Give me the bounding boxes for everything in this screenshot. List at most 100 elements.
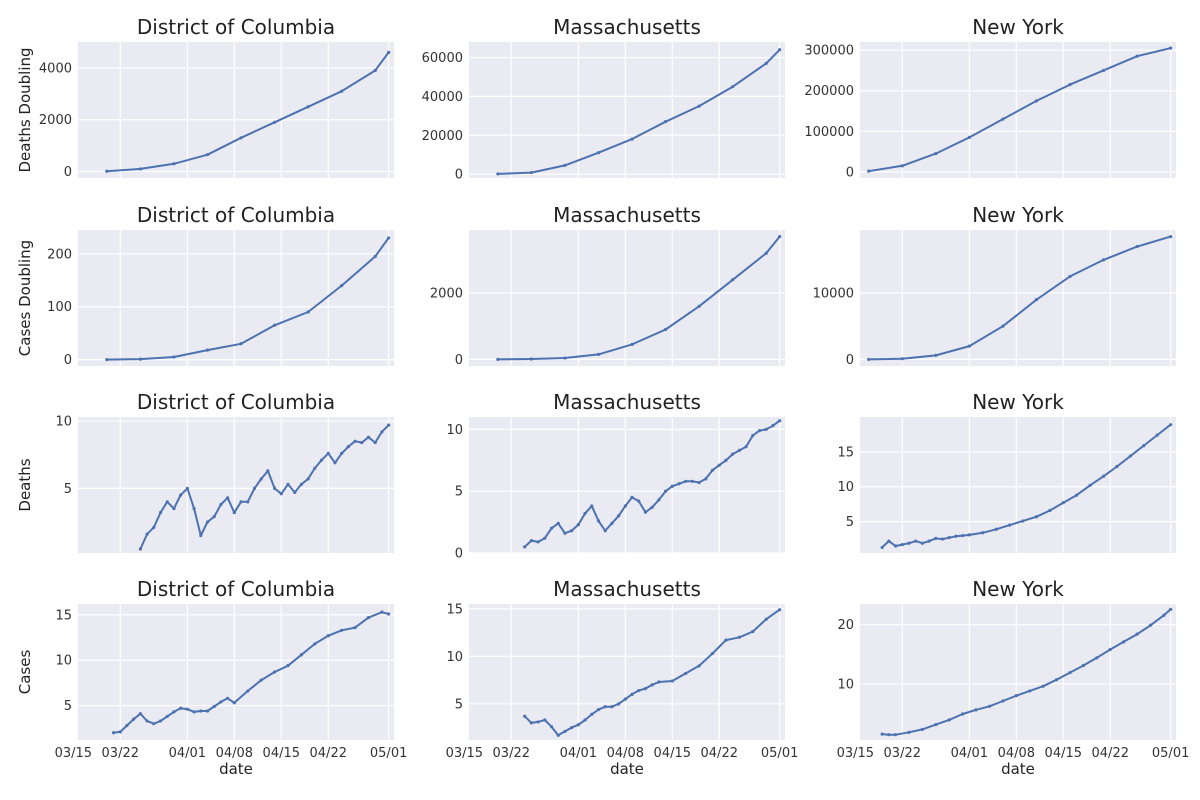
data-point <box>987 704 992 708</box>
data-point <box>272 670 277 674</box>
data-point <box>105 358 109 362</box>
x-tick-label: 04/15 <box>1045 746 1082 761</box>
data-point <box>192 710 196 714</box>
data-point <box>1081 663 1086 668</box>
plot-area <box>78 417 394 553</box>
x-axis-label: date <box>1001 760 1035 778</box>
data-point <box>313 466 317 470</box>
y-tick-label: 0 <box>846 165 854 180</box>
data-point <box>920 541 924 545</box>
data-point <box>697 304 701 308</box>
data-point <box>1034 99 1039 103</box>
data-point <box>1101 68 1106 73</box>
data-point <box>272 120 277 124</box>
data-point <box>232 701 236 705</box>
data-point <box>731 452 735 456</box>
y-tick-label: 0 <box>64 165 72 180</box>
subplot-title: District of Columbia <box>137 577 335 601</box>
data-point <box>650 683 654 687</box>
y-tick-label: 5 <box>455 485 463 500</box>
data-point <box>387 612 391 616</box>
y-tick-label: 5 <box>846 515 854 530</box>
data-point <box>152 722 156 726</box>
data-point <box>1068 670 1072 675</box>
data-point <box>880 545 884 550</box>
data-point <box>380 430 384 434</box>
data-point <box>205 153 210 157</box>
data-point <box>563 729 567 734</box>
data-point <box>650 505 654 509</box>
data-point <box>764 251 768 255</box>
data-point <box>138 357 142 361</box>
data-point <box>596 707 601 712</box>
data-point <box>737 635 741 639</box>
data-point <box>900 164 904 168</box>
data-point <box>387 423 391 427</box>
data-point <box>961 712 965 716</box>
data-point <box>717 463 721 467</box>
data-point <box>737 448 741 452</box>
series-line <box>106 237 390 361</box>
subplot-title: District of Columbia <box>137 15 335 39</box>
x-axis-label: date <box>219 760 253 778</box>
subplot-title: Massachusetts <box>553 577 701 601</box>
y-tick-label: 0 <box>64 353 72 368</box>
data-point <box>623 697 627 701</box>
data-point <box>617 514 621 518</box>
data-point <box>226 696 230 700</box>
data-point <box>697 480 701 485</box>
y-tick-label: 10 <box>55 654 72 669</box>
subplot-title: District of Columbia <box>137 203 335 227</box>
data-point <box>373 440 377 445</box>
subplot-2-2: 0 2000 Massachusetts <box>430 203 785 368</box>
data-point <box>306 477 310 481</box>
data-point <box>125 723 129 728</box>
data-point <box>677 482 681 486</box>
data-point <box>158 719 163 723</box>
data-point <box>778 48 782 52</box>
plot-area <box>78 604 394 740</box>
data-point <box>313 642 317 646</box>
subplot-1-1: 0 2000 4000 District of Columbia Deaths Doub… <box>16 15 394 180</box>
data-point <box>340 628 344 632</box>
y-tick-label: 5 <box>455 697 463 712</box>
series-line <box>868 235 1171 361</box>
data-point <box>549 725 554 729</box>
subplot-title: Massachusetts <box>553 15 701 39</box>
data-point <box>205 520 210 524</box>
data-point <box>630 137 634 141</box>
data-point <box>590 712 594 716</box>
data-point <box>981 531 985 535</box>
data-point <box>1101 258 1106 262</box>
y-tick-label: 5 <box>64 482 72 497</box>
subplot-title: New York <box>972 15 1064 39</box>
data-point <box>529 357 533 361</box>
x-tick-label: 04/01 <box>560 746 597 761</box>
data-point <box>138 547 142 551</box>
data-point <box>617 702 621 706</box>
data-point <box>326 451 330 455</box>
y-tick-label: 10 <box>837 480 854 495</box>
data-point <box>954 534 958 538</box>
data-point <box>353 625 357 630</box>
plot-area <box>469 604 785 740</box>
data-point <box>1169 46 1173 50</box>
data-point <box>663 120 668 124</box>
data-point <box>1008 523 1012 527</box>
plot-area <box>860 604 1176 740</box>
data-point <box>576 522 580 527</box>
data-point <box>212 515 216 519</box>
data-point <box>947 718 951 722</box>
data-point <box>1115 464 1119 469</box>
data-point <box>299 482 304 486</box>
data-point <box>529 539 533 543</box>
subplot-title: District of Columbia <box>137 390 335 414</box>
x-tick-label: 03/22 <box>493 746 530 761</box>
y-tick-label: 0 <box>846 353 854 368</box>
x-tick-label: 03/15 <box>446 746 483 761</box>
data-point <box>1028 689 1032 693</box>
data-point <box>610 705 614 709</box>
y-tick-label: 20 <box>837 618 854 633</box>
subplot-4-3: 10 20 New York 03/15 03/22 04/01 04/08 04/15 04/… <box>837 577 1190 778</box>
subplot-2-3: 0 10000 New York <box>813 203 1176 368</box>
